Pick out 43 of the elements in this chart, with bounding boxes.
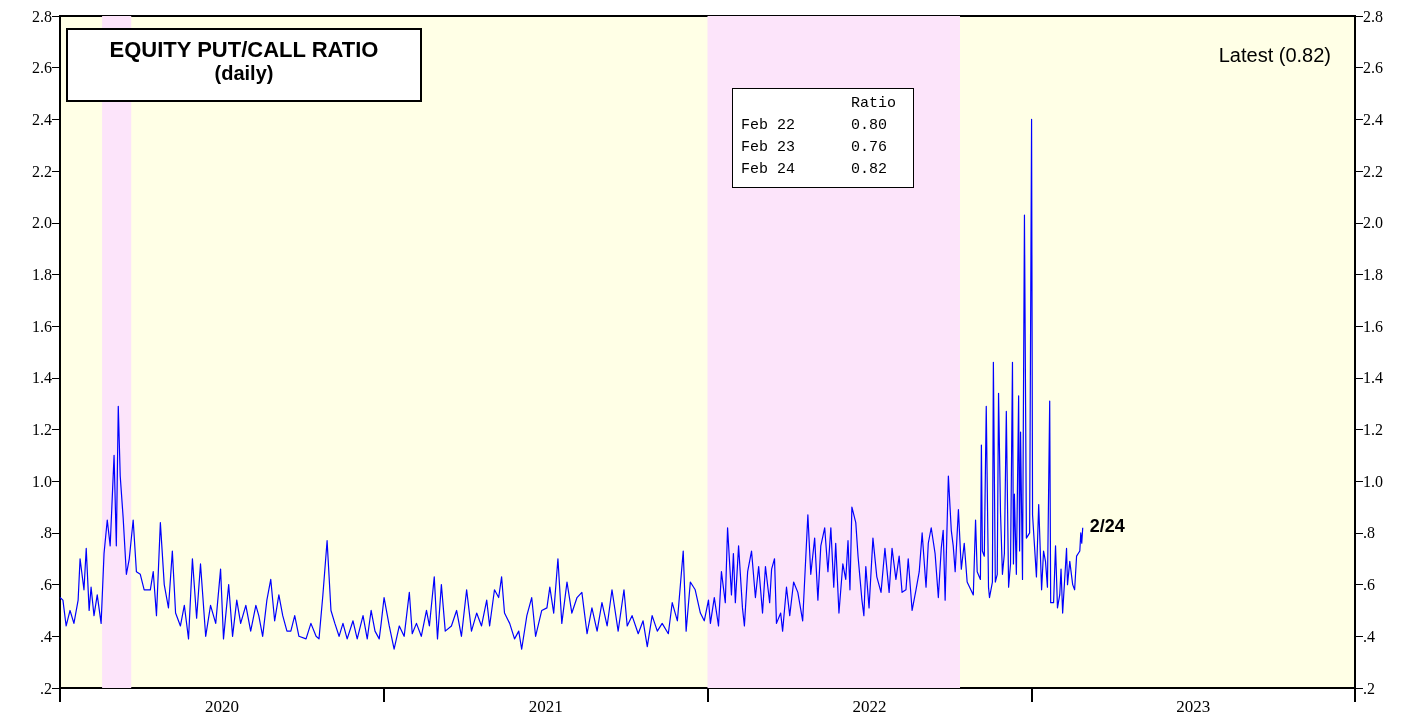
y-tick-label: 1.6 [32,317,52,335]
annotation: 0.82 [851,160,888,180]
y2-tick-label: .4 [1363,627,1375,645]
y-tick-label: 1.2 [32,421,52,439]
y2-tick-label: .8 [1363,524,1375,542]
annotation: Feb 24 [741,160,796,180]
x-tick-label: 2022 [852,697,887,716]
x-tick-label: 2023 [1176,697,1211,716]
y2-tick-label: 2.8 [1363,7,1383,25]
y-tick-label: 1.8 [32,265,52,283]
y-tick-label: 2.4 [32,110,52,128]
y2-tick-label: .2 [1363,679,1375,697]
y2-tick-label: 1.2 [1363,421,1383,439]
y-tick-label: 2.6 [32,59,52,77]
y2-tick-label: 2.6 [1363,59,1383,77]
y-tick-label: 2.8 [32,7,52,25]
y2-tick-label: .6 [1363,576,1375,594]
x-tick-label: 2020 [204,697,239,716]
annotation: 2/24 [1089,515,1125,537]
y-tick-label: .8 [40,524,52,542]
y2-tick-label: 1.8 [1363,265,1383,283]
y-tick-label: .4 [40,627,52,645]
annotation: Ratio [851,94,897,114]
y-tick-label: 2.0 [32,214,52,232]
y2-tick-label: 2.4 [1363,110,1383,128]
line-series [59,118,1084,650]
y2-tick-label: 1.0 [1363,472,1383,490]
annotation: 0.76 [851,138,888,158]
annotation: Latest (0.82) [1218,44,1331,67]
annotation: 0.80 [851,116,888,136]
y2-tick-label: 1.6 [1363,317,1383,335]
y2-tick-label: 2.0 [1363,214,1383,232]
y2-tick-label: 2.2 [1363,162,1383,180]
annotation: Feb 22 [741,116,796,136]
y-tick-label: .2 [40,679,52,697]
y-tick-label: 1.0 [32,472,52,490]
title-panel: EQUITY PUT/CALL RATIO (daily) [66,28,422,102]
x-tick-label: 2021 [528,697,563,716]
y-tick-label: .6 [40,576,52,594]
annotation: Feb 23 [741,138,796,158]
y2-tick-label: 1.4 [1363,369,1383,387]
y-tick-label: 2.2 [32,162,52,180]
y-tick-label: 1.4 [32,369,52,387]
